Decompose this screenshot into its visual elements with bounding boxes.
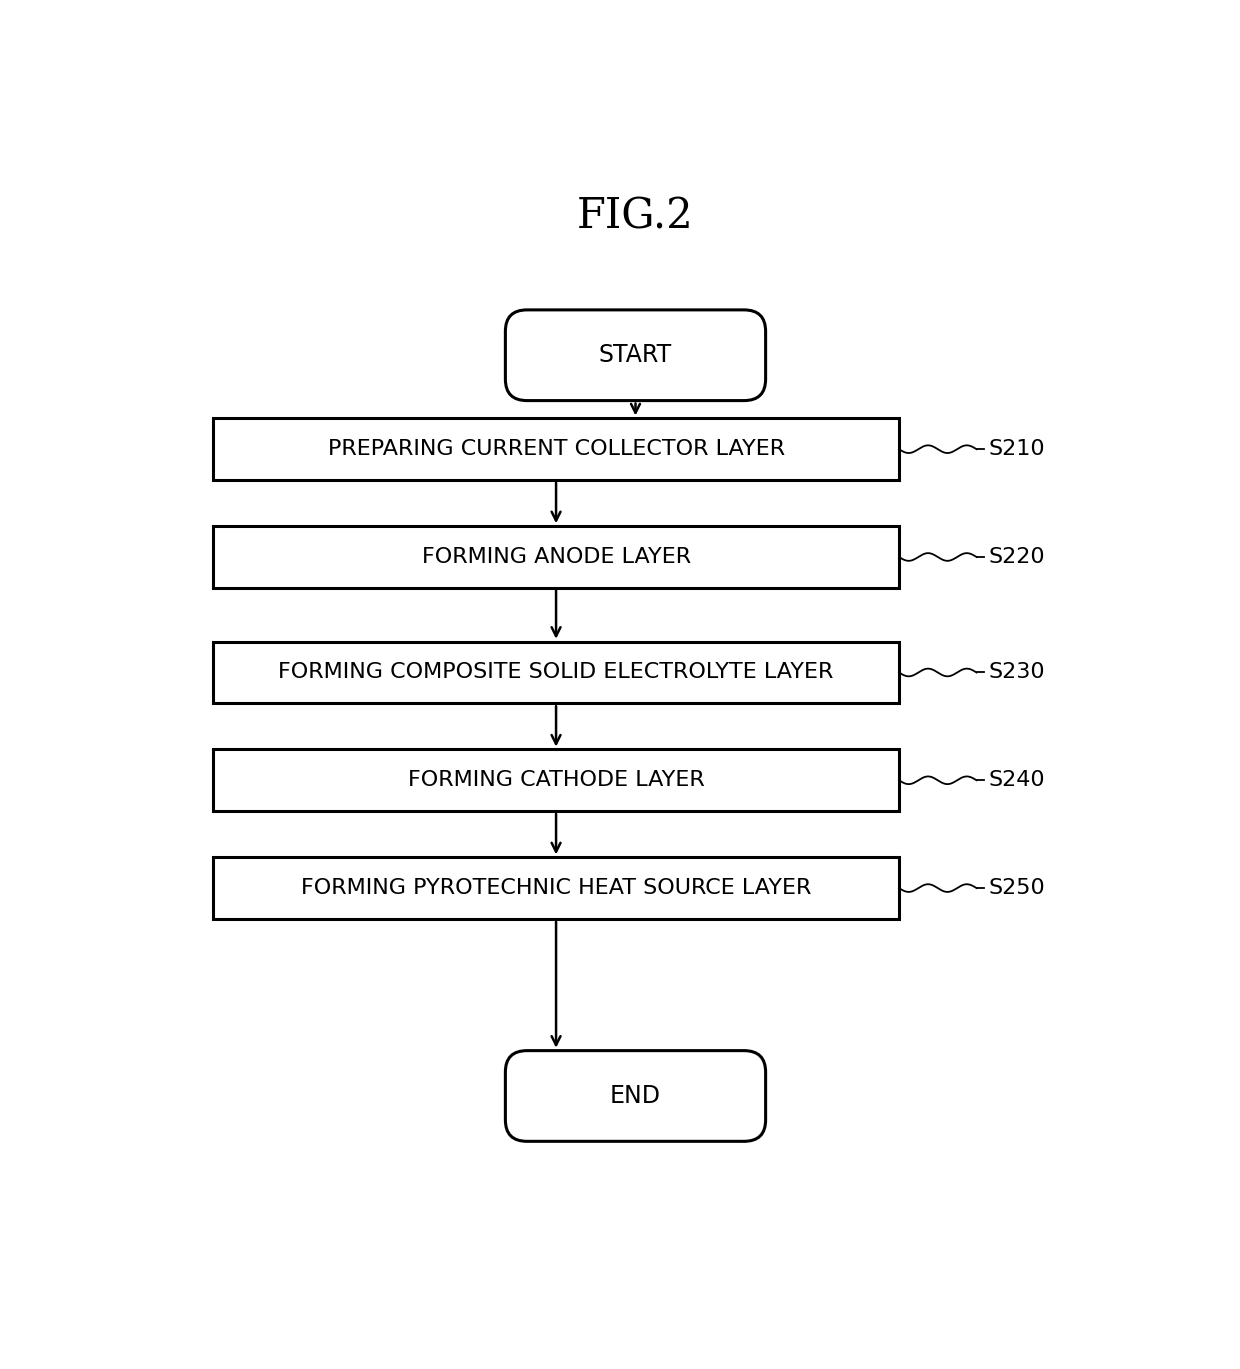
FancyBboxPatch shape [506,1050,765,1142]
Bar [213,419,899,481]
Text: PREPARING CURRENT COLLECTOR LAYER: PREPARING CURRENT COLLECTOR LAYER [327,439,785,459]
Text: START: START [599,344,672,367]
Text: S230: S230 [988,663,1045,683]
Text: S220: S220 [988,548,1045,567]
Text: S210: S210 [988,439,1045,459]
FancyBboxPatch shape [506,309,765,401]
Text: FIG.2: FIG.2 [577,196,694,238]
Bar [213,857,899,919]
Text: S250: S250 [988,878,1045,898]
Text: END: END [610,1084,661,1108]
Text: S240: S240 [988,771,1045,790]
Text: FORMING PYROTECHNIC HEAT SOURCE LAYER: FORMING PYROTECHNIC HEAT SOURCE LAYER [301,878,811,898]
Bar [213,642,899,704]
Bar [213,749,899,810]
Text: FORMING CATHODE LAYER: FORMING CATHODE LAYER [408,771,704,790]
Text: FORMING ANODE LAYER: FORMING ANODE LAYER [422,548,691,567]
Text: FORMING COMPOSITE SOLID ELECTROLYTE LAYER: FORMING COMPOSITE SOLID ELECTROLYTE LAYE… [278,663,833,683]
Bar [213,526,899,587]
